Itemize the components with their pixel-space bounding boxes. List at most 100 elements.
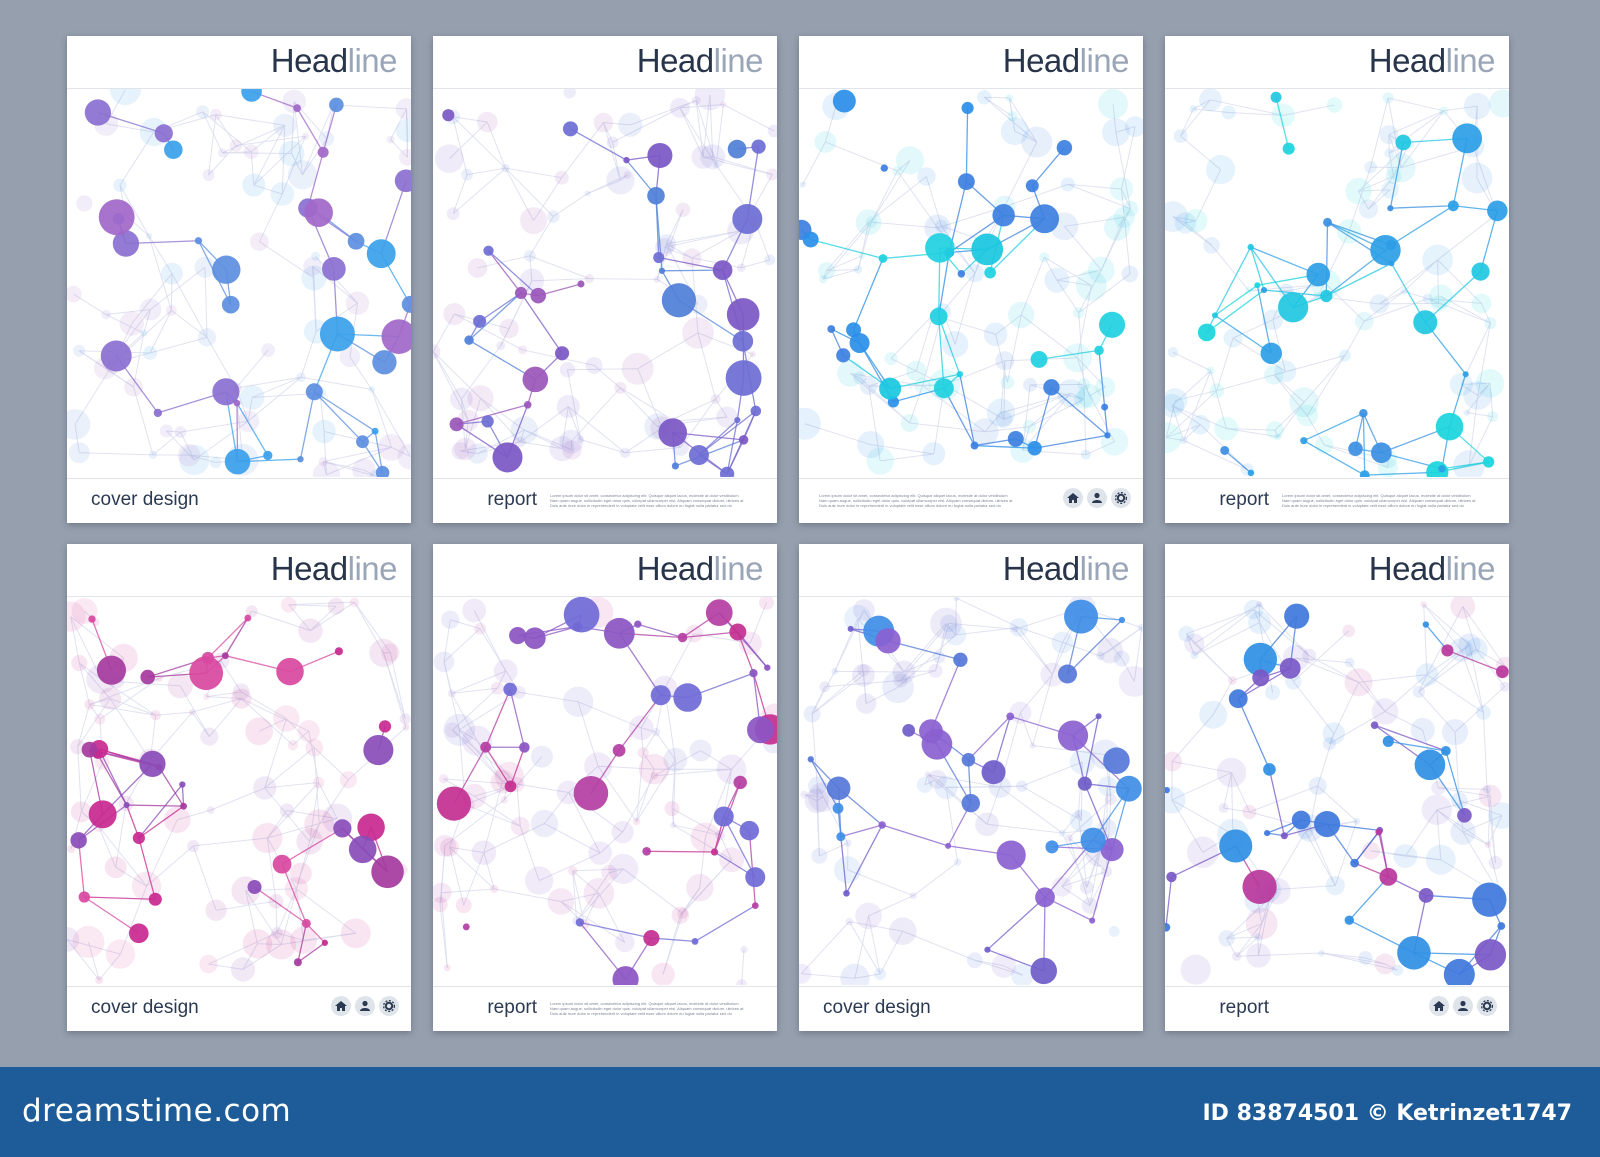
atom-node [712,161,720,169]
bond-line [1358,674,1428,683]
bond-line [1171,799,1204,853]
atom-node [1471,293,1492,314]
bond-line [371,389,411,457]
atom-node [70,739,86,755]
atom-node [372,350,397,375]
bond-line [664,230,741,248]
brochure-card[interactable]: Headline Lorem ipsum dolor sit amet, cons… [799,36,1143,523]
atom-node [1179,436,1188,445]
bond-line [89,703,156,716]
bond-line [444,799,505,847]
atom-node [808,776,827,795]
bond-line [300,824,320,874]
atom-node [81,741,98,758]
bond-line [640,727,644,753]
bond-line [405,108,409,131]
atom-node [623,171,632,180]
user-icon[interactable] [355,996,375,1016]
atom-node [929,307,948,326]
brochure-card[interactable]: Headline report Lorem ipsum dolor sit amet… [433,544,777,1031]
atom-node [953,652,968,667]
atom-node [123,801,130,809]
bond-line [1183,370,1212,441]
gear-icon[interactable] [1111,488,1131,508]
bond-line [533,177,563,221]
brochure-card[interactable]: Headline report [1165,544,1509,1031]
brochure-card[interactable]: Headline cover design [67,36,411,523]
brochure-card[interactable]: Headline report Lorem ipsum dolor sit amet… [433,36,777,523]
atom-node [1246,943,1271,968]
bond-line [654,768,732,777]
bond-line [570,387,621,442]
bond-line [1462,831,1489,845]
atom-node [1197,323,1216,342]
user-icon[interactable] [1087,488,1107,508]
brochure-card[interactable]: Headline cover design [67,544,411,1031]
bond-line [955,598,957,635]
gear-icon[interactable] [1477,996,1497,1016]
atom-node [961,793,980,813]
bond-line [1236,936,1259,957]
bond-line [1029,399,1084,428]
bond-line [1384,963,1398,971]
atom-node [888,917,917,946]
atom-node [1245,907,1278,940]
atom-node [577,280,585,288]
atom-node [1079,880,1094,895]
atom-node [1080,827,1106,853]
atom-node [1264,829,1271,837]
bond-line [250,151,255,186]
brochure-card[interactable]: Headline cover design [799,544,1143,1031]
home-icon[interactable] [1063,488,1083,508]
bond-line [1091,849,1113,921]
bond-line [1098,350,1106,408]
bond-line [1172,405,1227,430]
bond-line [698,410,757,456]
atom-node [749,351,757,358]
gear-icon[interactable] [379,996,399,1016]
bond-line [451,693,478,742]
bond-line [599,831,623,854]
atom-node [153,408,163,418]
atom-node [357,813,385,842]
bond-line [296,107,324,153]
atom-node [1441,719,1469,746]
atom-node [729,623,747,641]
home-icon[interactable] [331,996,351,1016]
atom-node [1166,871,1177,883]
bond-line [1076,357,1090,397]
atom-node [113,178,127,192]
bond-line [1172,216,1212,246]
atom-node [1278,292,1309,323]
atom-node [1122,200,1139,217]
bond-line [1186,633,1233,681]
atom-node [736,979,748,985]
bond-line [503,756,543,801]
bond-line [78,662,90,705]
bond-line [1441,461,1489,470]
home-icon[interactable] [1429,996,1449,1016]
atom-node [826,776,851,801]
brochure-card[interactable]: Headline report Lorem ipsum dolor sit amet… [1165,36,1509,523]
atom-node [212,378,240,406]
brand-logo[interactable]: dreamstime.com [22,1093,292,1129]
bond-line [1460,383,1479,396]
user-icon[interactable] [1453,996,1473,1016]
atom-node [1345,177,1372,205]
bond-line [264,747,315,789]
bond-line [1226,938,1238,957]
atom-node [675,202,691,218]
bond-line [443,628,481,663]
bond-line [870,170,898,223]
card-headline: Headline [271,42,398,80]
atom-node [174,426,187,439]
bond-line [245,890,258,944]
atom-node [99,687,122,710]
top-divider [433,596,777,597]
atom-node [78,891,90,903]
bottom-divider [67,986,411,987]
bond-line [1172,761,1232,774]
bond-line [452,174,468,214]
bond-line [433,313,455,352]
atom-node [1313,291,1323,301]
